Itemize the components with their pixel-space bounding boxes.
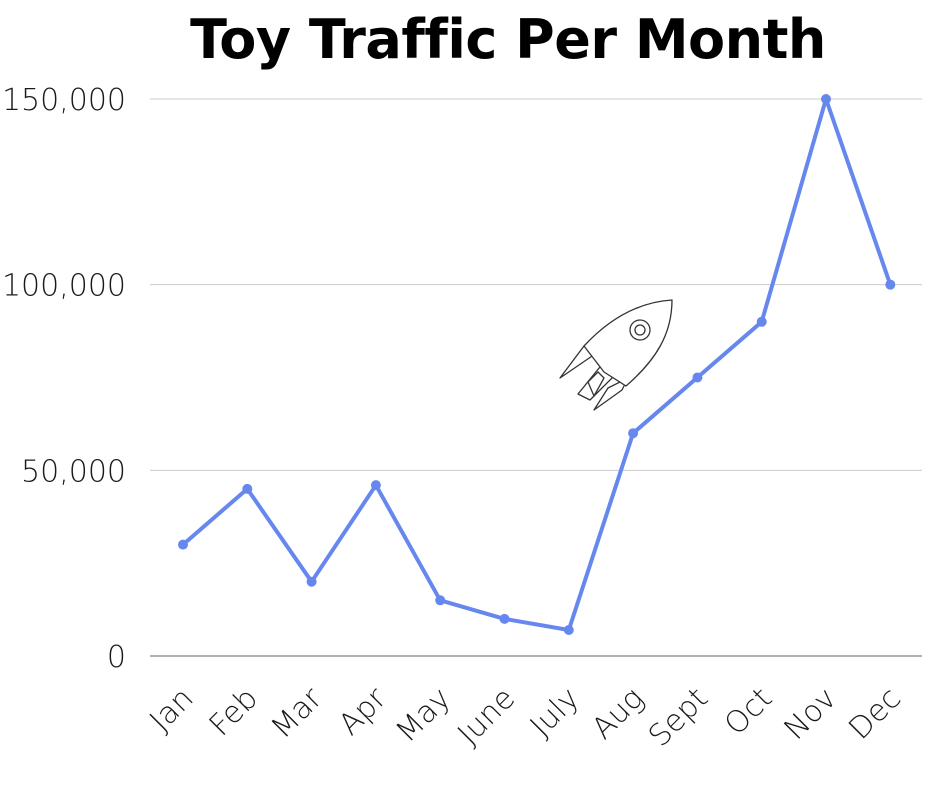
- x-tick-label: Oct: [718, 681, 779, 742]
- x-tick-label: Jan: [143, 681, 200, 738]
- data-point: [628, 428, 639, 439]
- y-tick-label: 0: [107, 640, 126, 675]
- data-point: [178, 539, 188, 550]
- data-point: [821, 94, 831, 104]
- y-axis-ticks: 0 50,000 100,000 150,000: [2, 83, 126, 675]
- x-tick-label: Feb: [203, 681, 265, 743]
- data-point: [692, 372, 703, 383]
- x-tick-label: Sept: [642, 681, 715, 754]
- x-tick-label: Aug: [585, 681, 650, 746]
- data-point: [435, 595, 446, 606]
- series-line: [181, 97, 893, 632]
- data-point: [242, 483, 253, 494]
- x-tick-label: May: [389, 681, 458, 750]
- data-point: [499, 613, 510, 624]
- data-point: [306, 576, 317, 587]
- rocket-icon: [559, 299, 673, 411]
- x-tick-label: July: [524, 681, 587, 744]
- y-tick-label: 100,000: [2, 269, 126, 304]
- data-point: [370, 480, 381, 491]
- data-points: [178, 94, 896, 636]
- gridlines: [150, 98, 922, 657]
- data-point: [563, 625, 574, 636]
- y-tick-label: 50,000: [21, 454, 126, 489]
- x-tick-label: Nov: [777, 681, 843, 747]
- x-tick-label: Dec: [842, 681, 908, 747]
- chart-title: Toy Traffic Per Month: [190, 8, 826, 71]
- data-point: [756, 316, 767, 327]
- data-point: [885, 279, 896, 290]
- x-tick-label: Apr: [332, 680, 394, 742]
- y-tick-label: 150,000: [2, 83, 126, 118]
- x-tick-label: June: [451, 681, 522, 752]
- x-tick-label: Mar: [264, 680, 329, 745]
